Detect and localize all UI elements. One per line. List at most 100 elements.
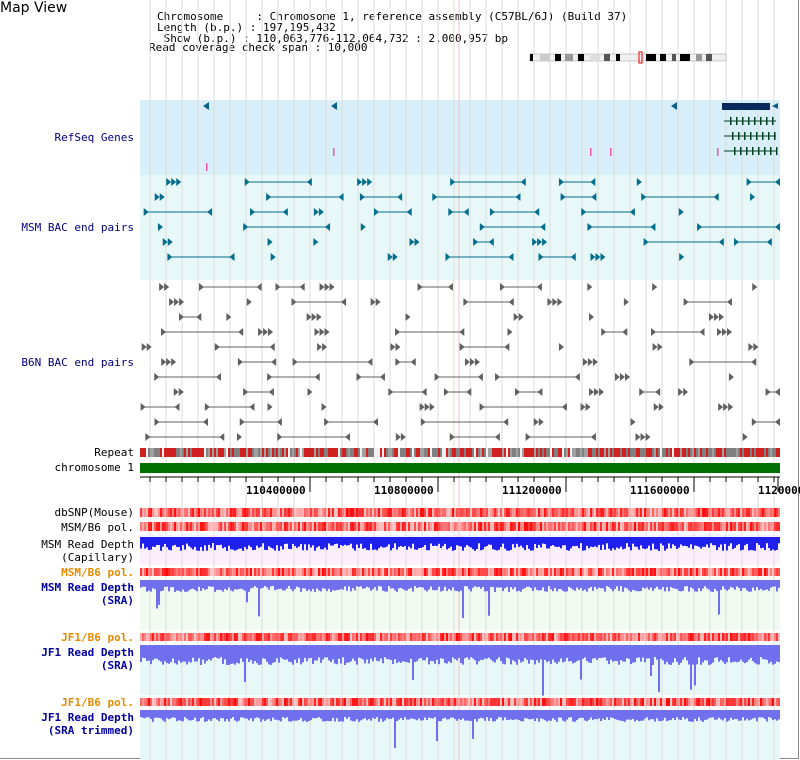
- jf1-b6-pol-cell: [332, 633, 334, 641]
- jf1-trim-depth-bar: [476, 710, 478, 722]
- msm-b6-pol2-cell: [244, 568, 246, 576]
- gene-block: [722, 103, 770, 110]
- jf1-b6-pol2-cell: [166, 698, 168, 706]
- msm-b6-pol2-cell: [398, 568, 400, 576]
- msm-b6-pol-cell: [672, 522, 674, 531]
- msm-capillary-depth-bar: [454, 537, 456, 550]
- msm-sra-depth-bar: [162, 580, 164, 591]
- msm-b6-pol2-cell: [250, 568, 252, 576]
- jf1-b6-pol2-cell: [228, 698, 230, 706]
- msm-b6-pol-cell: [496, 522, 498, 531]
- jf1-b6-pol2-cell: [744, 698, 746, 706]
- msm-capillary-depth-bar: [656, 537, 658, 550]
- msm-sra-depth-bar: [610, 580, 612, 589]
- msm-capillary-depth-bar: [432, 537, 434, 547]
- jf1-b6-pol2-cell: [618, 698, 620, 706]
- jf1-b6-pol-cell: [306, 633, 308, 641]
- dbsnp-cell: [632, 508, 634, 517]
- msm-b6-pol-cell: [188, 522, 190, 531]
- msm-b6-pol2-cell: [528, 568, 530, 576]
- jf1-trim-depth-bar: [456, 710, 458, 721]
- jf1-sra-depth-bar: [196, 645, 198, 662]
- jf1-b6-pol-cell: [700, 633, 702, 641]
- msm-b6-pol-cell: [544, 522, 546, 531]
- refseq-marker: [206, 163, 208, 171]
- track-label-refseq[interactable]: RefSeq Genes: [54, 131, 134, 144]
- msm-b6-pol-cell: [716, 522, 718, 531]
- jf1-sra-depth-bar: [666, 645, 668, 662]
- jf1-sra-depth-bar: [338, 645, 340, 659]
- jf1-b6-pol-cell: [666, 633, 668, 641]
- repeat-segment: [256, 448, 258, 457]
- msm-capillary-depth-bar: [380, 537, 382, 547]
- jf1-b6-pol2-cell: [282, 698, 284, 706]
- jf1-b6-pol-cell: [298, 633, 300, 641]
- jf1-sra-depth-bar: [688, 645, 690, 665]
- msm-b6-pol-cell: [216, 522, 218, 531]
- jf1-trim-depth-bar: [422, 710, 424, 721]
- jf1-b6-pol2-cell: [380, 698, 382, 706]
- repeat-segment: [584, 448, 586, 457]
- repeat-segment: [290, 448, 292, 457]
- msm-capillary-depth-bar: [148, 537, 150, 551]
- jf1-b6-pol2-cell: [450, 698, 452, 706]
- jf1-sra-depth-bar: [252, 645, 254, 664]
- jf1-b6-pol2-cell: [384, 698, 386, 706]
- msm-sra-depth-bar: [652, 580, 654, 591]
- msm-capillary-depth-bar: [686, 537, 688, 547]
- jf1-b6-pol-cell: [588, 633, 590, 641]
- repeat-segment: [424, 448, 426, 457]
- jf1-trim-depth-bar: [602, 710, 604, 719]
- jf1-b6-pol2-cell: [442, 698, 444, 706]
- repeat-segment: [586, 448, 588, 457]
- msm-b6-pol-cell: [738, 522, 740, 531]
- jf1-sra-depth-bar: [730, 645, 732, 663]
- jf1-sra-depth-bar: [690, 645, 692, 690]
- jf1-b6-pol-cell: [396, 633, 398, 641]
- dbsnp-cell: [188, 508, 190, 517]
- jf1-b6-pol2-cell: [418, 698, 420, 706]
- msm-sra-depth-bar: [152, 580, 154, 589]
- jf1-trim-depth-bar: [738, 710, 740, 721]
- track-label-b6n-bac[interactable]: B6N BAC end pairs: [21, 356, 134, 369]
- msm-sra-depth-bar: [388, 580, 390, 587]
- jf1-b6-pol2-cell: [536, 698, 538, 706]
- jf1-trim-depth-bar: [452, 710, 454, 718]
- jf1-trim-depth-bar: [470, 710, 472, 722]
- jf1-b6-pol2-cell: [182, 698, 184, 706]
- b6n-bac-pair-end: [474, 358, 480, 366]
- msm-b6-pol2-cell: [476, 568, 478, 576]
- msm-b6-pol-cell: [278, 522, 280, 531]
- jf1-trim-depth-bar: [376, 710, 378, 718]
- msm-b6-pol-cell: [726, 522, 728, 531]
- jf1-sra-depth-bar: [198, 645, 200, 659]
- dbsnp-cell: [422, 508, 424, 517]
- jf1-b6-pol2-cell: [430, 698, 432, 706]
- msm-b6-pol2-cell: [336, 568, 338, 576]
- repeat-segment: [172, 448, 174, 457]
- b6n-bac-pair-end: [507, 328, 513, 336]
- msm-capillary-depth-bar: [486, 537, 488, 546]
- msm-capillary-depth-bar: [232, 537, 234, 550]
- jf1-b6-pol2-cell: [434, 698, 436, 706]
- repeat-segment: [268, 448, 270, 457]
- jf1-b6-pol-cell: [728, 633, 730, 641]
- jf1-sra-depth-bar: [286, 645, 288, 660]
- jf1-sra-depth-bar: [462, 645, 464, 665]
- msm-sra-depth-bar: [480, 580, 482, 589]
- jf1-trim-depth-bar: [622, 710, 624, 722]
- axis-tick-label: 112000000: [758, 484, 800, 497]
- msm-sra-depth-bar: [284, 580, 286, 591]
- jf1-b6-pol-cell: [222, 633, 224, 641]
- msm-sra-depth-bar: [384, 580, 386, 592]
- jf1-b6-pol2-cell: [234, 698, 236, 706]
- jf1-b6-pol-cell: [688, 633, 690, 641]
- dbsnp-cell: [364, 508, 366, 517]
- ideogram-band: [646, 54, 656, 61]
- track-label-msm-bac[interactable]: MSM BAC end pairs: [21, 221, 134, 234]
- msm-b6-pol2-cell: [776, 568, 778, 576]
- msm-capillary-depth-bar: [222, 537, 224, 549]
- jf1-sra-depth-bar: [640, 645, 642, 662]
- dbsnp-cell: [156, 508, 158, 517]
